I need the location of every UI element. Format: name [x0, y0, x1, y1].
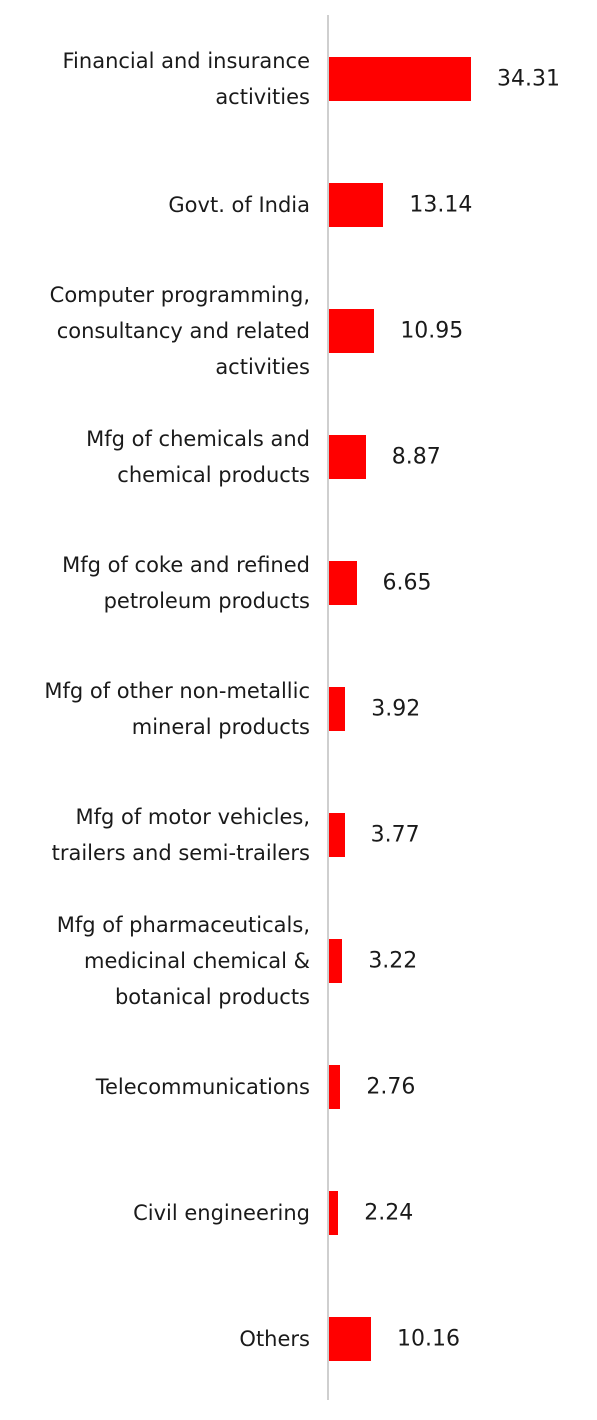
- bar: [329, 183, 384, 227]
- value-label: 3.77: [370, 822, 420, 848]
- value-label: 13.14: [409, 192, 473, 218]
- category-label: Mfg of other non-metallic mineral produc…: [44, 679, 310, 739]
- bar: [329, 57, 471, 101]
- value-label: 2.24: [364, 1200, 414, 1226]
- category-label: Financial and insurance activities: [62, 49, 311, 109]
- category-label: Mfg of motor vehicles, trailers and semi…: [51, 805, 310, 865]
- category-label: Computer programming, consultancy and re…: [49, 283, 310, 379]
- value-label: 3.22: [368, 948, 418, 974]
- value-label: 10.16: [397, 1326, 461, 1352]
- value-label: 34.31: [497, 66, 560, 92]
- category-label: Others: [239, 1327, 310, 1351]
- category-label: Telecommunications: [95, 1075, 310, 1099]
- value-label: 2.76: [366, 1074, 416, 1100]
- value-label: 8.87: [391, 444, 441, 470]
- category-label: Civil engineering: [133, 1201, 310, 1225]
- category-label: Govt. of India: [168, 193, 310, 217]
- bar: [329, 435, 366, 479]
- bar: [329, 1191, 339, 1235]
- bar: [329, 939, 343, 983]
- value-label: 10.95: [400, 318, 464, 344]
- bar: [329, 813, 345, 857]
- category-label: Mfg of coke and refined petroleum produc…: [62, 553, 310, 613]
- bar: [329, 1317, 372, 1361]
- bar: [329, 1065, 341, 1109]
- axis-line: [327, 15, 329, 1400]
- bar: [329, 309, 375, 353]
- category-label: Mfg of chemicals and chemical products: [86, 427, 310, 487]
- bar: [329, 561, 357, 605]
- category-label: Mfg of pharmaceuticals, medicinal chemic…: [56, 913, 310, 1009]
- value-label: 3.92: [371, 696, 421, 722]
- value-label: 6.65: [382, 570, 432, 596]
- bar: [329, 687, 346, 731]
